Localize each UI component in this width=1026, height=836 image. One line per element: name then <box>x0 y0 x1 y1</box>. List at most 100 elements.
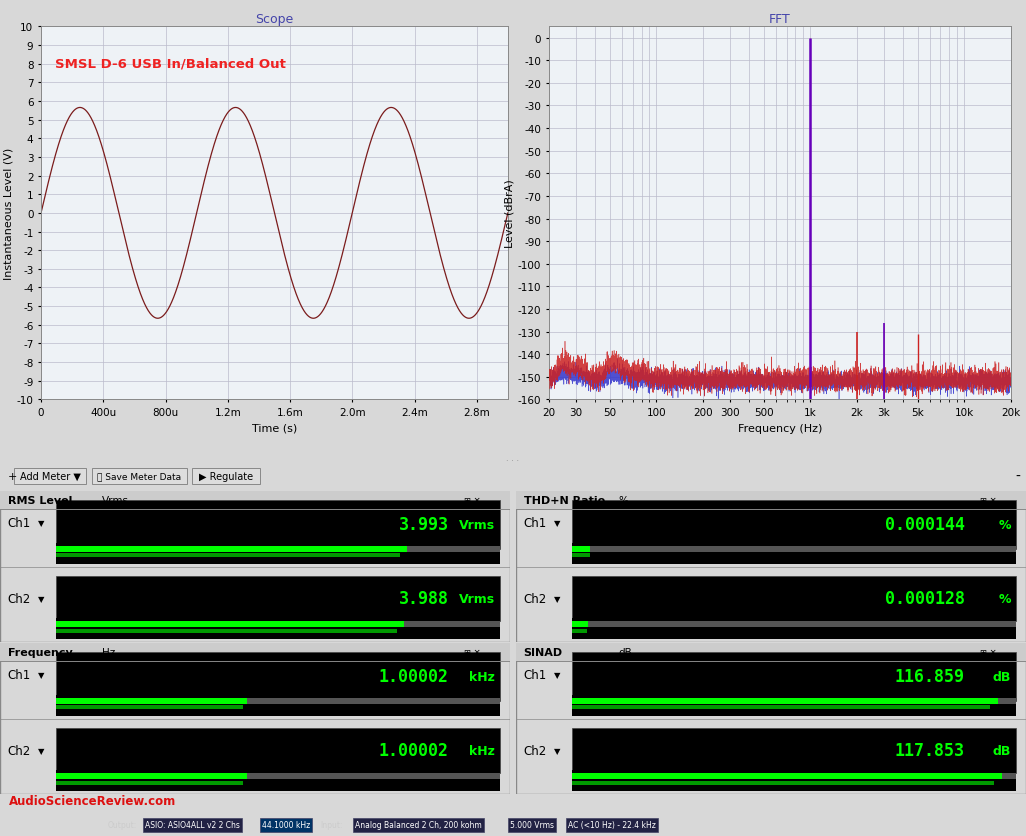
Text: 3.988: 3.988 <box>399 589 448 608</box>
Bar <box>56 728 500 773</box>
Bar <box>56 621 404 628</box>
Bar <box>573 695 1016 716</box>
Bar <box>573 543 1016 564</box>
Text: Vrms: Vrms <box>459 592 495 605</box>
Text: . . .: . . . <box>507 454 519 463</box>
Bar <box>573 630 588 633</box>
Bar <box>516 644 1026 660</box>
Bar <box>56 695 500 716</box>
Bar <box>192 468 260 484</box>
Text: Ch1: Ch1 <box>7 669 31 681</box>
Bar <box>404 621 500 628</box>
Bar <box>56 653 500 701</box>
Text: 💾 Save Meter Data: 💾 Save Meter Data <box>96 472 181 481</box>
X-axis label: Frequency (Hz): Frequency (Hz) <box>738 423 822 433</box>
Text: Ch2: Ch2 <box>7 592 31 605</box>
Bar <box>247 698 500 704</box>
Text: ▼: ▼ <box>38 594 45 603</box>
Bar <box>14 468 86 484</box>
Bar <box>0 644 510 660</box>
Text: 1.00002: 1.00002 <box>379 668 448 686</box>
Text: THD+N Ratio: THD+N Ratio <box>523 496 605 505</box>
Text: %: % <box>998 518 1011 532</box>
Text: Frequency: Frequency <box>7 647 73 657</box>
Text: ⊞ ✕: ⊞ ✕ <box>464 496 480 505</box>
Text: Ch1: Ch1 <box>7 517 31 530</box>
Text: SMSL D-6 USB In/Balanced Out: SMSL D-6 USB In/Balanced Out <box>55 57 286 70</box>
Text: ⊞ ✕: ⊞ ✕ <box>980 496 996 505</box>
Bar <box>573 781 994 785</box>
Bar <box>573 770 1016 791</box>
Text: 0.000144: 0.000144 <box>884 516 964 533</box>
Text: ▼: ▼ <box>38 670 45 680</box>
Text: 117.853: 117.853 <box>895 742 964 759</box>
Text: -: - <box>1016 470 1021 483</box>
Text: dB: dB <box>618 647 632 657</box>
Text: %: % <box>618 496 628 505</box>
Bar <box>56 543 500 564</box>
Text: +: + <box>8 472 17 482</box>
Bar <box>92 468 187 484</box>
Text: %: % <box>998 592 1011 605</box>
Bar <box>998 698 1016 704</box>
Text: Ch2: Ch2 <box>523 744 547 757</box>
Bar <box>56 773 247 779</box>
Text: Ch2: Ch2 <box>7 744 31 757</box>
Text: Hz: Hz <box>102 647 115 657</box>
Bar <box>56 618 500 640</box>
Text: ▼: ▼ <box>38 519 45 528</box>
Text: kHz: kHz <box>469 670 495 683</box>
Bar <box>573 653 1016 701</box>
Y-axis label: Instantaneous Level (V): Instantaneous Level (V) <box>4 147 13 279</box>
Bar <box>573 546 590 553</box>
Text: AC (<10 Hz) - 22.4 kHz: AC (<10 Hz) - 22.4 kHz <box>568 820 656 829</box>
Bar <box>56 770 500 791</box>
Text: ⊞ ✕: ⊞ ✕ <box>980 648 996 656</box>
Bar <box>247 773 500 779</box>
Text: SINAD: SINAD <box>523 647 563 657</box>
Bar <box>1002 773 1016 779</box>
X-axis label: Time (s): Time (s) <box>251 423 298 433</box>
Bar <box>56 546 406 553</box>
Text: ASIO: ASIO4ALL v2 2 Chs: ASIO: ASIO4ALL v2 2 Chs <box>145 820 240 829</box>
Bar <box>573 706 989 710</box>
Bar <box>573 576 1016 621</box>
Text: Ch2: Ch2 <box>523 592 547 605</box>
Text: ▼: ▼ <box>554 594 561 603</box>
Bar <box>516 492 1026 509</box>
Text: ▶ Regulate: ▶ Regulate <box>199 472 253 482</box>
Text: ⊞ ✕: ⊞ ✕ <box>464 648 480 656</box>
Text: Vrms: Vrms <box>459 518 495 532</box>
Bar <box>56 553 399 558</box>
Bar <box>573 773 1002 779</box>
Text: 3.993: 3.993 <box>399 516 448 533</box>
Text: Input:: Input: <box>320 820 343 829</box>
Bar <box>573 501 1016 549</box>
Text: 5.000 Vrms: 5.000 Vrms <box>510 820 554 829</box>
Bar <box>573 698 998 704</box>
Text: 0.000128: 0.000128 <box>884 589 964 608</box>
Bar <box>588 621 1016 628</box>
Text: ▼: ▼ <box>554 746 561 755</box>
Text: AudioScienceReview.com: AudioScienceReview.com <box>9 794 176 807</box>
Title: Scope: Scope <box>255 13 293 26</box>
Text: Ch1: Ch1 <box>523 669 547 681</box>
Text: kHz: kHz <box>469 744 495 757</box>
Y-axis label: Level (dBrA): Level (dBrA) <box>505 179 515 248</box>
Title: FFT: FFT <box>768 13 791 26</box>
Text: Analog Balanced 2 Ch, 200 kohm: Analog Balanced 2 Ch, 200 kohm <box>355 820 482 829</box>
Bar <box>573 553 590 558</box>
Text: ▼: ▼ <box>554 519 561 528</box>
Bar <box>0 492 510 509</box>
Text: Ch1: Ch1 <box>523 517 547 530</box>
Bar <box>56 706 243 710</box>
Bar <box>590 546 1016 553</box>
Bar <box>573 621 588 628</box>
Bar <box>406 546 500 553</box>
Text: Vrms: Vrms <box>102 496 129 505</box>
Text: dB: dB <box>992 744 1011 757</box>
Bar <box>573 728 1016 773</box>
Text: RMS Level: RMS Level <box>7 496 72 505</box>
Text: 1.00002: 1.00002 <box>379 742 448 759</box>
Text: 116.859: 116.859 <box>895 668 964 686</box>
